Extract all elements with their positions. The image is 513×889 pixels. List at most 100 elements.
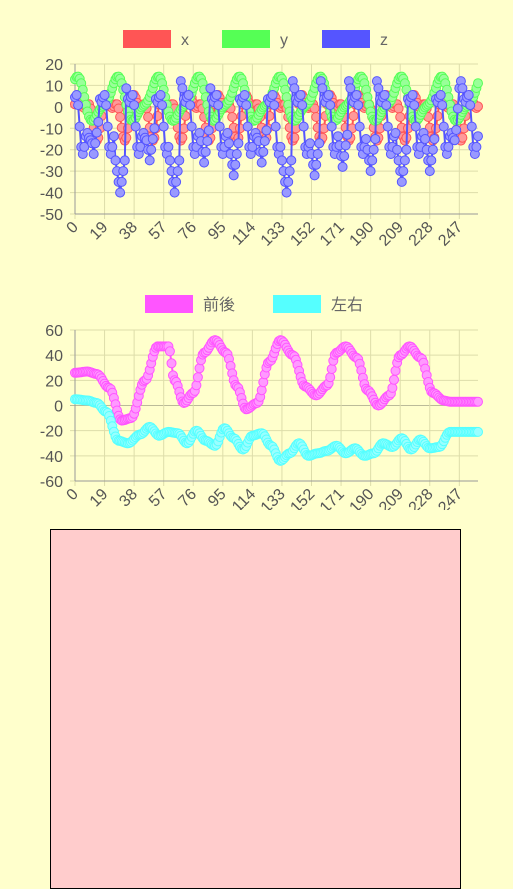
data-point <box>143 112 154 122</box>
x-tick-label: 114 <box>229 486 259 510</box>
data-point <box>275 141 286 152</box>
data-point <box>256 157 267 168</box>
data-point <box>314 138 325 149</box>
legend-label: 左右 <box>331 296 363 314</box>
data-point <box>443 141 454 152</box>
data-point <box>129 100 140 111</box>
data-point <box>146 144 157 155</box>
data-point <box>224 138 234 149</box>
data-point <box>144 155 155 166</box>
data-point <box>267 90 278 100</box>
x-tick-label: 171 <box>317 219 348 250</box>
data-point <box>256 385 267 396</box>
data-point <box>410 121 421 132</box>
legend-item[interactable]: z <box>322 30 388 49</box>
legend-label: 前後 <box>203 296 235 314</box>
data-point <box>259 136 270 147</box>
data-point <box>213 100 224 111</box>
data-point <box>130 121 141 132</box>
data-point <box>203 125 214 136</box>
data-point <box>437 100 448 111</box>
data-point <box>102 121 113 132</box>
legend-item[interactable]: x <box>123 30 189 49</box>
data-point <box>365 166 376 177</box>
data-point <box>317 83 328 94</box>
x-tick-label: 95 <box>205 486 230 510</box>
data-point <box>361 134 371 144</box>
data-point <box>390 128 401 138</box>
y-tick-label: 40 <box>45 348 63 365</box>
chart-legend[interactable]: x y z <box>123 30 388 49</box>
legend-item[interactable]: 前後 <box>145 295 235 314</box>
data-point <box>239 90 250 100</box>
data-point <box>473 131 483 142</box>
data-point <box>333 131 343 142</box>
data-point <box>473 426 483 437</box>
legend-swatch <box>273 295 321 313</box>
drawing-canvas[interactable] <box>50 529 461 889</box>
data-point <box>396 176 407 187</box>
data-point <box>407 90 418 100</box>
y-tick-label: 10 <box>45 78 63 95</box>
data-point <box>451 125 462 135</box>
series-3 <box>70 76 483 198</box>
series-2 <box>70 394 483 466</box>
data-point <box>90 138 101 149</box>
data-point <box>121 83 132 94</box>
data-point <box>191 380 202 391</box>
legend-item[interactable]: y <box>222 30 288 49</box>
legend-label: x <box>181 32 189 49</box>
data-point <box>158 121 169 132</box>
data-point <box>323 90 334 100</box>
x-tick-label: 190 <box>347 219 378 250</box>
data-point <box>473 396 483 407</box>
data-point <box>427 144 438 155</box>
data-point <box>297 100 308 111</box>
data-point <box>230 159 241 170</box>
data-point <box>118 166 129 177</box>
data-point <box>73 100 84 111</box>
data-point <box>115 187 126 198</box>
data-point <box>353 100 364 111</box>
data-point <box>471 141 482 152</box>
data-point <box>398 166 409 177</box>
data-point <box>429 134 440 144</box>
data-point <box>147 134 158 144</box>
data-point <box>276 155 287 166</box>
data-point <box>199 157 210 168</box>
data-point <box>116 176 127 187</box>
data-point <box>368 144 379 155</box>
data-point <box>354 121 365 132</box>
data-point <box>227 112 238 122</box>
data-point <box>269 100 280 111</box>
data-point <box>337 161 348 172</box>
y-tick-label: 20 <box>45 373 63 390</box>
x-tick-label: 19 <box>87 486 112 510</box>
data-point <box>325 372 336 383</box>
x-tick-label: 57 <box>146 486 171 510</box>
data-point <box>166 358 177 369</box>
data-point <box>311 159 322 170</box>
x-tick-label: 0 <box>64 219 82 237</box>
data-point <box>473 78 483 89</box>
data-point <box>381 100 392 111</box>
data-point <box>177 83 188 94</box>
chart-legend[interactable]: 前後 左右 <box>145 295 363 314</box>
x-tick-label: 133 <box>258 219 289 250</box>
y-tick-label: 0 <box>54 100 63 117</box>
legend-swatch <box>145 295 193 313</box>
data-point <box>392 144 403 155</box>
data-point <box>289 83 300 94</box>
data-point <box>91 127 102 138</box>
data-point <box>424 166 435 177</box>
legend-swatch <box>322 30 370 48</box>
legend-item[interactable]: 左右 <box>273 295 363 314</box>
x-tick-label: 38 <box>116 219 141 244</box>
data-point <box>379 90 390 100</box>
y-tick-label: -50 <box>40 207 63 224</box>
x-tick-label: 95 <box>205 219 230 244</box>
data-point <box>233 138 244 149</box>
data-point <box>211 90 222 100</box>
data-point <box>339 151 350 162</box>
